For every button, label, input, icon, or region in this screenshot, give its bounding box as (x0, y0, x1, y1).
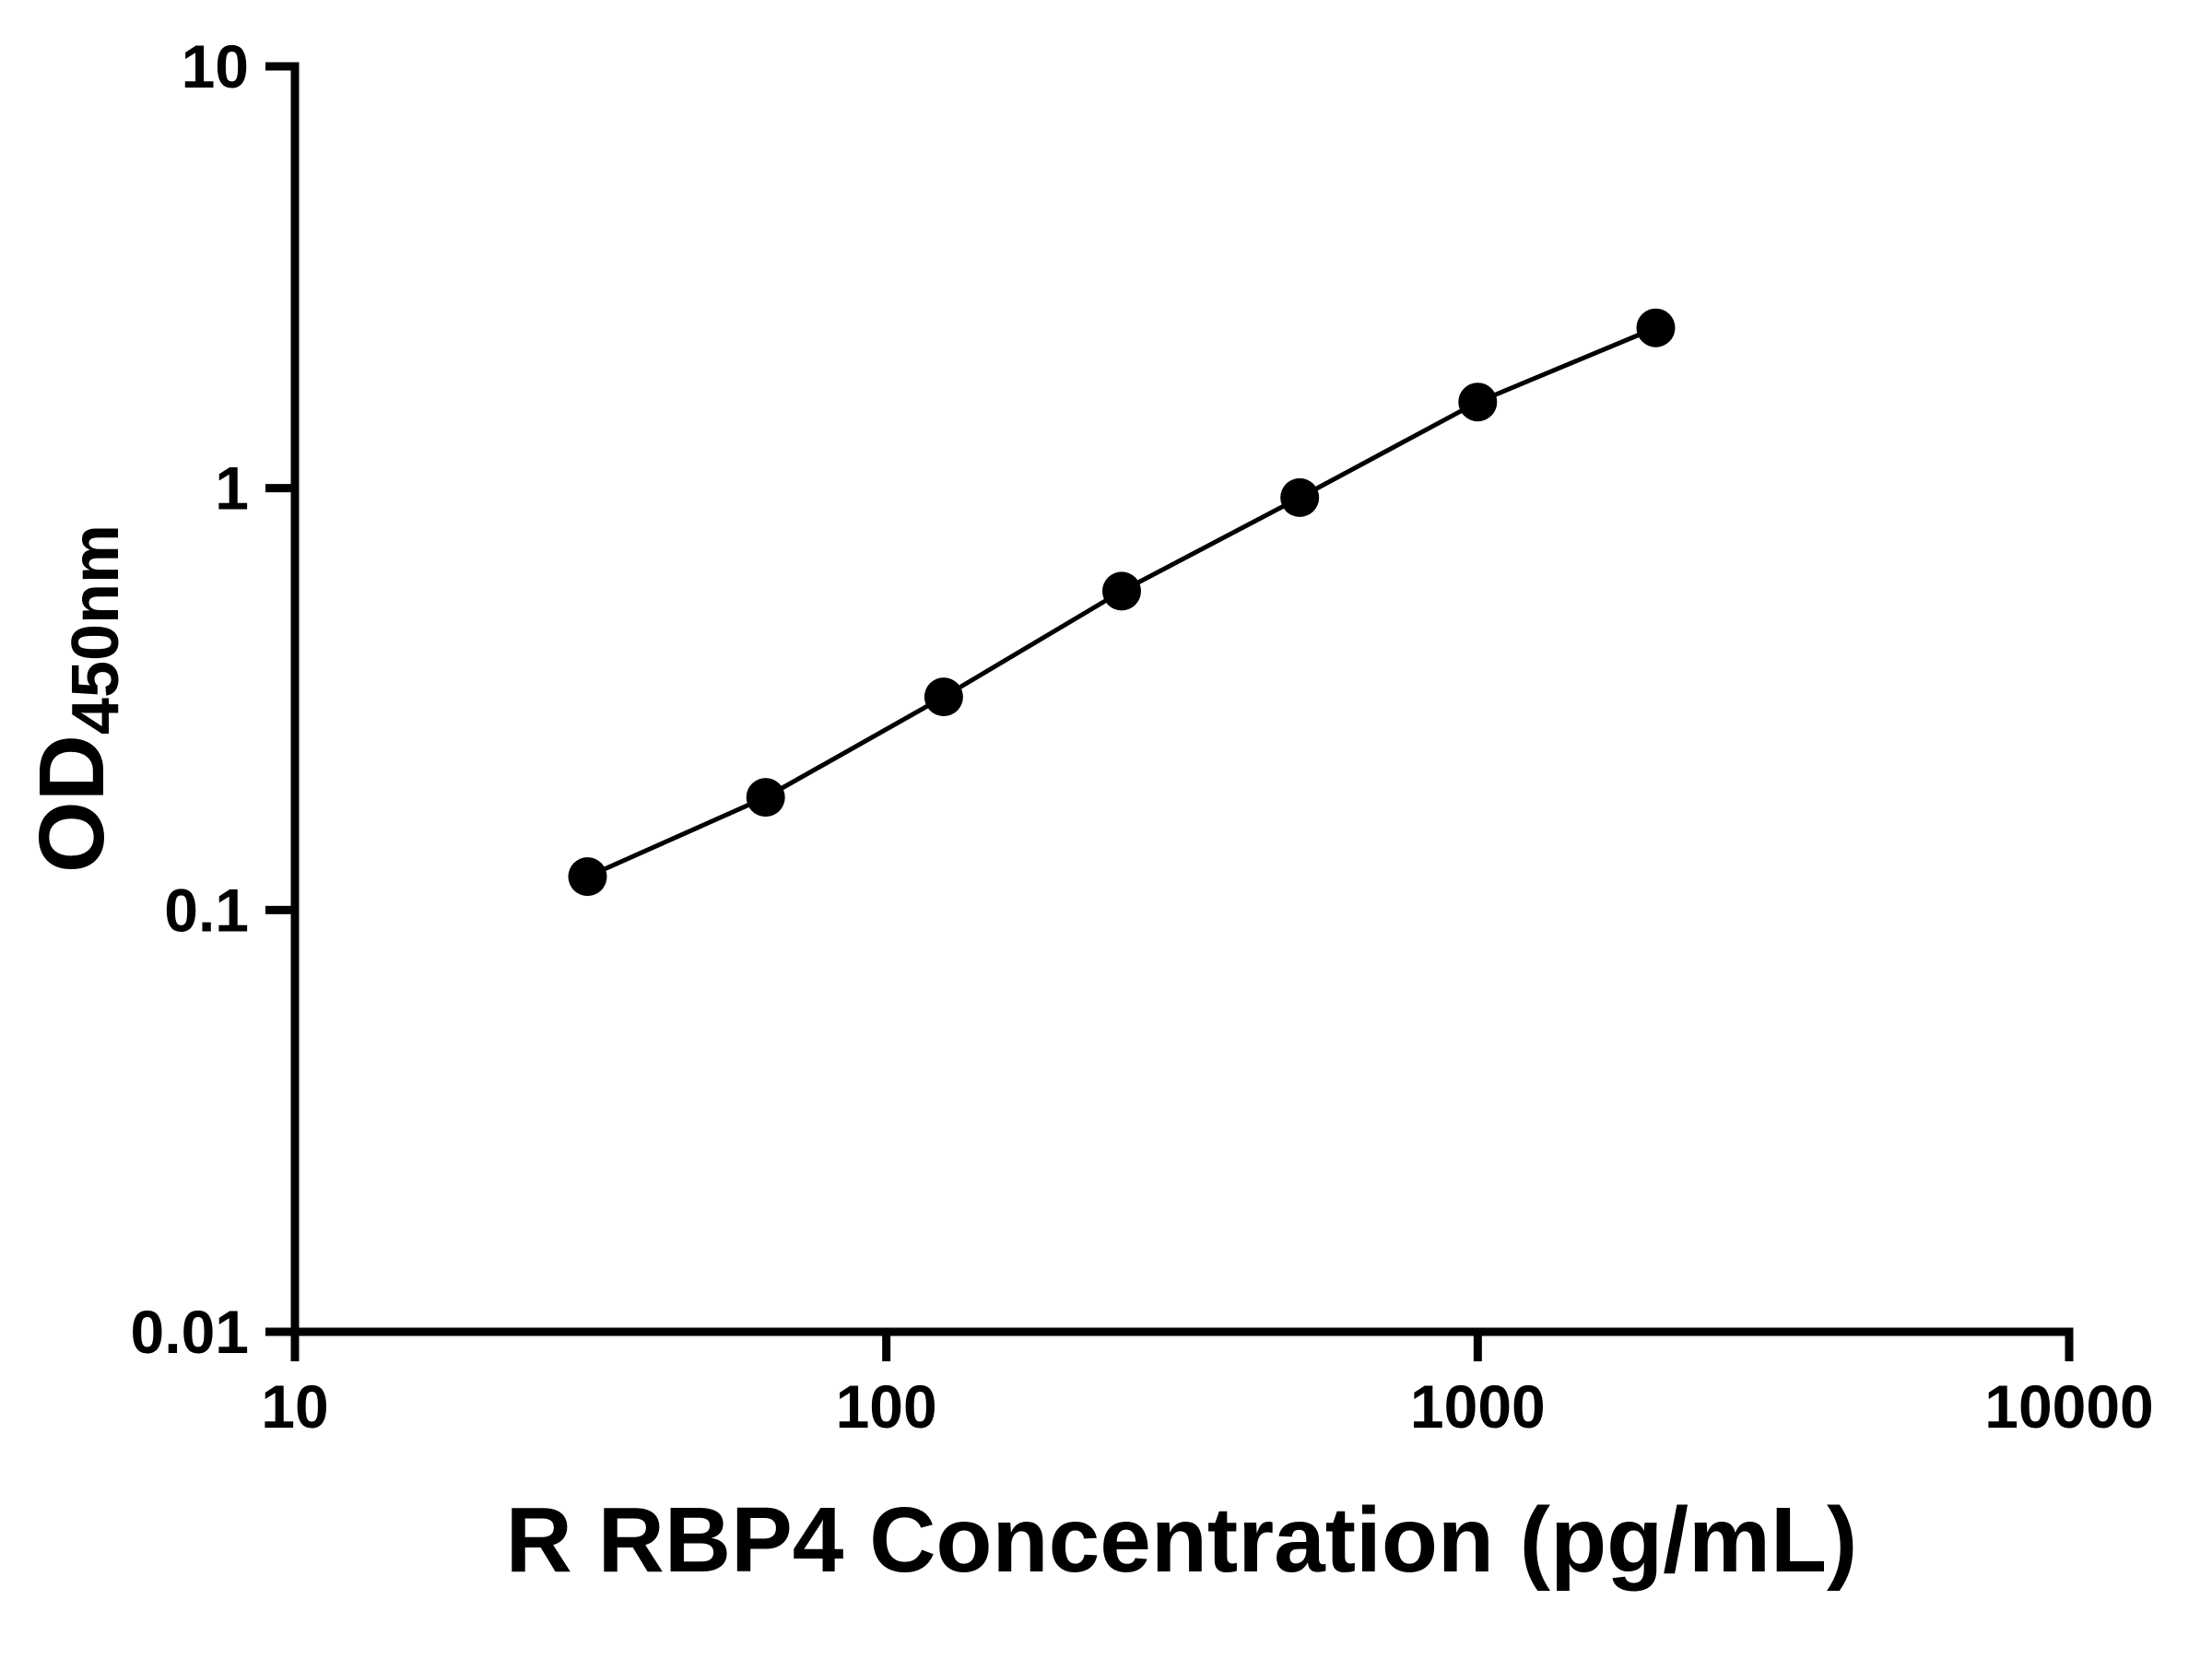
data-point-marker (568, 857, 607, 897)
x-axis-tick-label: 10 (261, 1372, 328, 1441)
y-axis-tick-label: 1 (215, 454, 249, 523)
data-point-marker (924, 677, 963, 717)
data-point-marker (1280, 477, 1320, 517)
y-axis-tick-label: 10 (182, 32, 249, 100)
y-axis-tick-label: 0.01 (131, 1298, 249, 1366)
y-axis-tick-label: 0.1 (164, 876, 249, 944)
x-axis-tick-label: 1000 (1410, 1372, 1546, 1441)
data-point-marker (1458, 382, 1498, 422)
axis-lines (290, 62, 2074, 1336)
x-axis-tick-label: 100 (836, 1372, 937, 1441)
x-axis-tick-label: 10000 (1984, 1372, 2154, 1441)
y-axis-title: OD450nm (20, 524, 133, 873)
data-point-marker (1102, 571, 1141, 611)
y-axis-title-main: OD (20, 735, 124, 873)
data-point-marker (746, 778, 785, 818)
data-point-marker (1636, 308, 1676, 347)
y-axis-title-subscript: 450nm (59, 524, 133, 735)
x-axis-title: R RBP4 Concentration (pg/mL) (506, 1488, 1858, 1592)
